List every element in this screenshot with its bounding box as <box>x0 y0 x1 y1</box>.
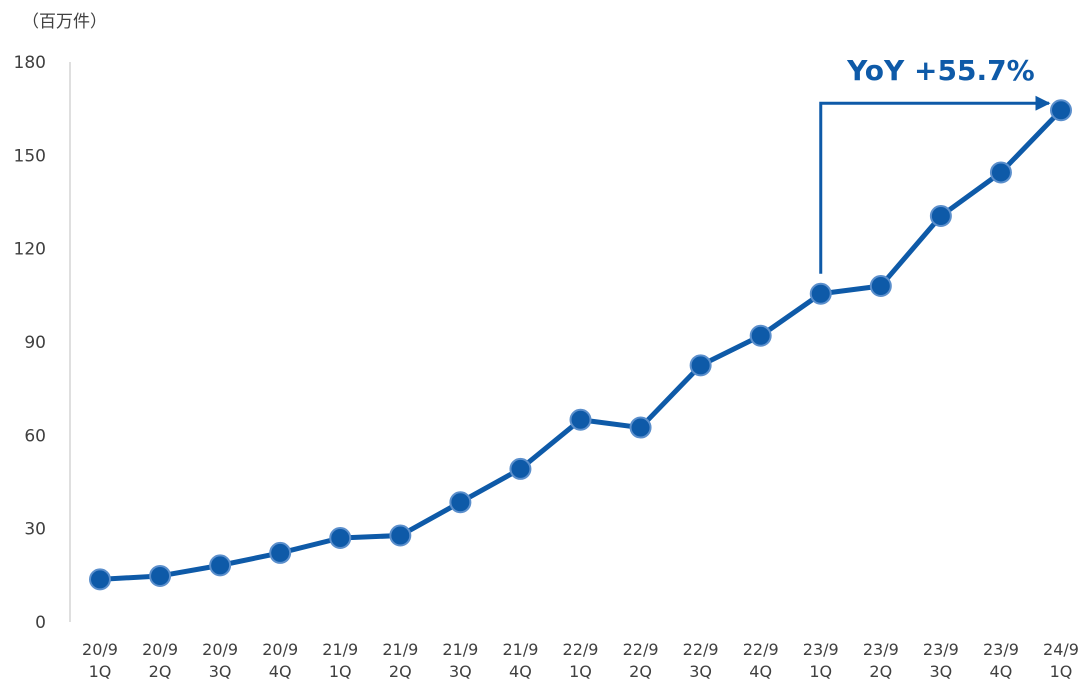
data-point <box>569 408 592 431</box>
data-point <box>749 324 772 347</box>
x-tick-label: 23/9 4Q <box>983 640 1019 681</box>
x-tick-label: 20/9 4Q <box>262 640 298 681</box>
x-tick-label: 24/9 1Q <box>1043 640 1079 681</box>
y-tick-label: 0 <box>35 613 46 633</box>
data-point <box>989 161 1012 184</box>
data-point <box>449 491 472 514</box>
data-point <box>269 541 292 564</box>
series-points <box>89 99 1072 591</box>
yoy-annotation: YoY +55.7% <box>819 54 1051 274</box>
series-group <box>89 99 1072 591</box>
x-tick-label: 20/9 1Q <box>82 640 118 681</box>
x-tick-label: 21/9 2Q <box>382 640 418 681</box>
data-point <box>209 554 232 577</box>
x-tick-label: 20/9 2Q <box>142 640 178 681</box>
data-point <box>809 282 832 305</box>
x-tick-label: 21/9 4Q <box>502 640 538 681</box>
x-tick-label: 22/9 3Q <box>683 640 719 681</box>
data-point <box>329 527 352 549</box>
y-tick-label: 120 <box>14 240 46 260</box>
y-axis-unit-label: （百万件） <box>22 12 107 32</box>
y-axis-ticks: 0 30 60 90 120 150 180 <box>14 53 46 633</box>
data-point <box>869 275 892 297</box>
x-tick-label: 23/9 3Q <box>923 640 959 681</box>
y-tick-label: 30 <box>24 520 46 540</box>
series-line <box>99 108 1063 582</box>
y-tick-label: 150 <box>14 146 46 166</box>
y-tick-label: 90 <box>24 333 46 353</box>
data-point <box>89 568 111 591</box>
x-tick-label: 23/9 2Q <box>863 640 899 681</box>
data-point <box>389 524 412 547</box>
data-point <box>509 457 532 480</box>
x-tick-label: 22/9 4Q <box>743 640 779 681</box>
x-tick-label: 23/9 1Q <box>803 640 839 681</box>
data-point <box>149 564 172 587</box>
data-point <box>689 354 712 377</box>
x-tick-label: 21/9 1Q <box>322 640 358 681</box>
data-point <box>929 205 952 227</box>
yoy-arrow <box>819 95 1051 274</box>
x-axis-ticks: 20/9 1Q 20/9 2Q 20/9 3Q 20/9 4Q 21/9 1Q 21/9 2Q 21/9… <box>82 640 1079 681</box>
x-tick-label: 20/9 3Q <box>202 640 238 681</box>
x-tick-label: 21/9 3Q <box>442 640 478 681</box>
y-tick-label: 180 <box>14 53 46 73</box>
x-tick-label: 22/9 2Q <box>623 640 659 681</box>
data-point <box>629 416 652 439</box>
yoy-annotation-text: YoY +55.7% <box>846 54 1035 87</box>
y-tick-label: 60 <box>24 426 46 446</box>
data-point <box>1050 99 1072 122</box>
x-tick-label: 22/9 1Q <box>563 640 599 681</box>
